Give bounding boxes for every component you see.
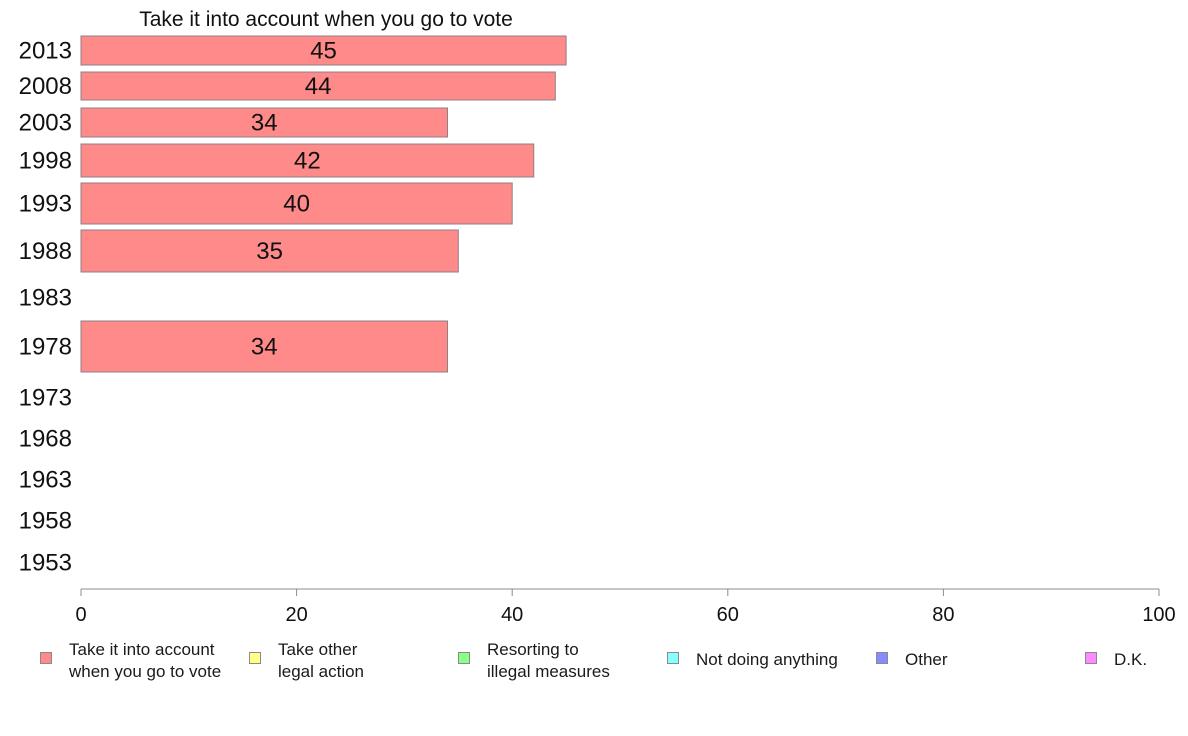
x-tick-label: 60 — [717, 604, 739, 626]
legend-item-not-doing-anything: Not doing anything — [667, 638, 838, 671]
x-tick-label: 20 — [285, 604, 307, 626]
category-label: 1988 — [19, 238, 72, 265]
category-label: 1978 — [19, 334, 72, 361]
bar — [80, 320, 449, 373]
data-label: 35 — [256, 238, 283, 265]
data-label: 40 — [283, 191, 310, 218]
category-label: 1983 — [19, 285, 72, 312]
bar-chart: Take it into account when you go to vote… — [19, 8, 1176, 626]
category-label: 2008 — [19, 73, 72, 100]
legend-swatch — [876, 652, 888, 664]
x-tick-label: 40 — [501, 604, 523, 626]
bar — [80, 229, 459, 273]
legend-swatch — [40, 652, 52, 664]
legend-item-legal-action: Take other legal action — [249, 638, 364, 683]
legend-swatch — [458, 652, 470, 664]
legend-label: Resorting to illegal measures — [487, 640, 610, 681]
bar — [80, 35, 567, 66]
legend-item-illegal-measures: Resorting to illegal measures — [458, 638, 610, 683]
legend-swatch — [1085, 652, 1097, 664]
data-label: 44 — [305, 73, 332, 100]
category-label: 1953 — [19, 550, 72, 577]
category-label: 1958 — [19, 508, 72, 535]
category-label: 1998 — [19, 148, 72, 175]
data-label: 34 — [251, 334, 278, 361]
x-tick-label: 100 — [1142, 604, 1175, 626]
category-label: 1993 — [19, 191, 72, 218]
category-label: 1968 — [19, 426, 72, 453]
legend-label: Other — [905, 650, 948, 669]
data-label: 45 — [310, 38, 337, 65]
legend-item-vote: Take it into account when you go to vote — [40, 638, 221, 683]
category-label: 1973 — [19, 385, 72, 412]
bar — [80, 107, 449, 138]
category-label: 2003 — [19, 110, 72, 137]
chart-legend: Take it into account when you go to vote… — [0, 638, 1188, 698]
category-label: 1963 — [19, 467, 72, 494]
bar — [80, 143, 535, 178]
chart-title: Take it into account when you go to vote — [139, 8, 513, 31]
x-tick-label: 80 — [932, 604, 954, 626]
legend-item-other: Other — [876, 638, 948, 671]
legend-label: Take it into account when you go to vote — [69, 640, 222, 681]
legend-label: Not doing anything — [696, 650, 838, 669]
bar — [80, 71, 556, 101]
data-label: 34 — [251, 110, 278, 137]
legend-swatch — [667, 652, 679, 664]
legend-label: D.K. — [1114, 650, 1148, 669]
data-label: 42 — [294, 148, 321, 175]
x-tick-label: 0 — [75, 604, 86, 626]
bar — [80, 182, 513, 225]
legend-swatch — [249, 652, 261, 664]
legend-label: Take other legal action — [278, 640, 365, 681]
category-label: 2013 — [19, 38, 72, 65]
legend-item-dk: D.K. — [1085, 638, 1147, 671]
